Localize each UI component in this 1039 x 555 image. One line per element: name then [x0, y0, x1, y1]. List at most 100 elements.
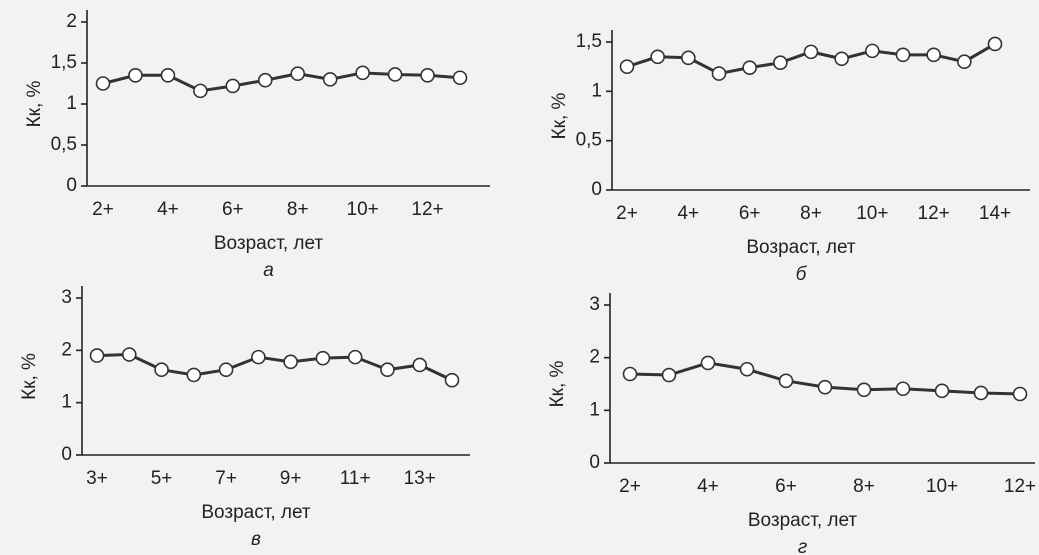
data-point — [778, 373, 794, 389]
data-point — [619, 59, 635, 74]
y-tick-label: 1 — [66, 93, 77, 114]
data-point — [650, 49, 665, 65]
y-tick-label: 1 — [61, 392, 72, 413]
data-point — [347, 349, 363, 365]
data-point — [865, 43, 880, 59]
data-point — [160, 68, 176, 83]
x-tick-label: 10+ — [926, 476, 958, 497]
data-point — [957, 54, 972, 70]
y-axis-label: Кк, % — [547, 360, 568, 407]
data-point — [817, 379, 833, 395]
y-tick-label: 1,5 — [51, 52, 77, 73]
data-point — [154, 362, 169, 377]
data-point — [283, 354, 298, 370]
data-point — [225, 78, 241, 94]
x-tick-label: 8+ — [800, 203, 822, 224]
x-tick-label: 8+ — [287, 199, 309, 220]
y-tick-label: 0,5 — [576, 130, 602, 151]
x-tick-label: 2+ — [92, 199, 114, 220]
y-axis-label: Кк, % — [19, 353, 40, 400]
y-tick-label: 2 — [61, 339, 72, 360]
panel-label: б — [796, 264, 808, 285]
x-tick-label: 12+ — [918, 203, 950, 224]
data-point — [973, 385, 989, 401]
data-point — [412, 357, 428, 373]
data-point — [251, 349, 266, 365]
data-point — [218, 362, 234, 377]
data-point — [355, 65, 370, 81]
x-tick-label: 13+ — [404, 468, 436, 489]
data-point — [895, 381, 911, 397]
data-point — [895, 47, 911, 63]
data-point — [121, 347, 137, 362]
x-tick-label: 5+ — [151, 468, 173, 489]
x-tick-label: 12+ — [1004, 476, 1036, 497]
x-tick-label: 6+ — [739, 203, 761, 224]
data-point — [322, 72, 338, 87]
x-tick-label: 11+ — [340, 468, 371, 489]
y-axis-label: Кк, % — [24, 80, 45, 127]
y-tick-label: 0 — [591, 179, 602, 200]
x-tick-label: 9+ — [280, 468, 302, 489]
x-tick-label: 6+ — [775, 476, 797, 497]
y-tick-label: 2 — [589, 347, 600, 368]
x-tick-label: 4+ — [697, 476, 719, 497]
data-point — [290, 66, 306, 81]
panel-label: а — [263, 260, 274, 281]
x-tick-label: 12+ — [411, 199, 443, 220]
y-tick-label: 1 — [589, 399, 600, 420]
x-tick-label: 4+ — [157, 199, 179, 220]
panel-label: в — [251, 529, 261, 550]
data-point — [380, 362, 395, 377]
data-point — [315, 350, 331, 366]
data-point — [856, 382, 872, 398]
data-point — [257, 72, 273, 88]
y-axis-label: Кк, % — [549, 92, 570, 139]
data-point — [773, 55, 788, 71]
data-point — [700, 355, 716, 371]
data-point — [186, 367, 202, 383]
x-tick-label: 10+ — [347, 199, 379, 220]
data-point — [681, 50, 696, 66]
x-tick-label: 3+ — [86, 468, 108, 489]
x-tick-label: 8+ — [853, 476, 875, 497]
x-tick-label: 7+ — [215, 468, 237, 489]
data-point — [834, 51, 849, 67]
y-tick-label: 1 — [591, 80, 602, 101]
data-point — [934, 383, 950, 399]
data-point — [803, 44, 819, 60]
data-point — [739, 361, 755, 377]
data-point — [661, 367, 677, 383]
x-tick-label: 6+ — [222, 199, 244, 220]
y-tick-label: 0 — [589, 452, 600, 473]
y-tick-label: 2 — [66, 11, 77, 32]
y-tick-label: 0 — [66, 175, 77, 196]
data-point — [193, 83, 208, 99]
data-point — [420, 68, 435, 83]
data-point — [622, 366, 638, 382]
data-point — [452, 70, 468, 86]
panel-label: г — [798, 537, 807, 555]
y-tick-label: 0,5 — [51, 134, 77, 155]
x-tick-label: 10+ — [856, 203, 888, 224]
data-point — [444, 372, 460, 388]
data-point — [89, 348, 105, 363]
data-line — [102, 71, 461, 93]
data-point — [1012, 386, 1028, 402]
y-tick-label: 1,5 — [576, 31, 602, 52]
data-point — [387, 67, 403, 82]
data-point — [95, 76, 111, 91]
x-tick-label: 2+ — [619, 476, 641, 497]
data-line — [96, 353, 453, 382]
x-tick-label: 2+ — [616, 203, 638, 224]
x-axis-label: Возраст, лет — [748, 510, 858, 531]
x-axis-label: Возраст, лет — [214, 233, 324, 254]
data-point — [987, 36, 1003, 52]
data-point — [926, 47, 941, 63]
x-tick-label: 4+ — [677, 203, 699, 224]
x-tick-label: 14+ — [979, 203, 1011, 224]
x-axis-label: Возраст, лет — [201, 502, 311, 523]
data-point — [711, 66, 727, 81]
y-tick-label: 0 — [61, 444, 72, 465]
